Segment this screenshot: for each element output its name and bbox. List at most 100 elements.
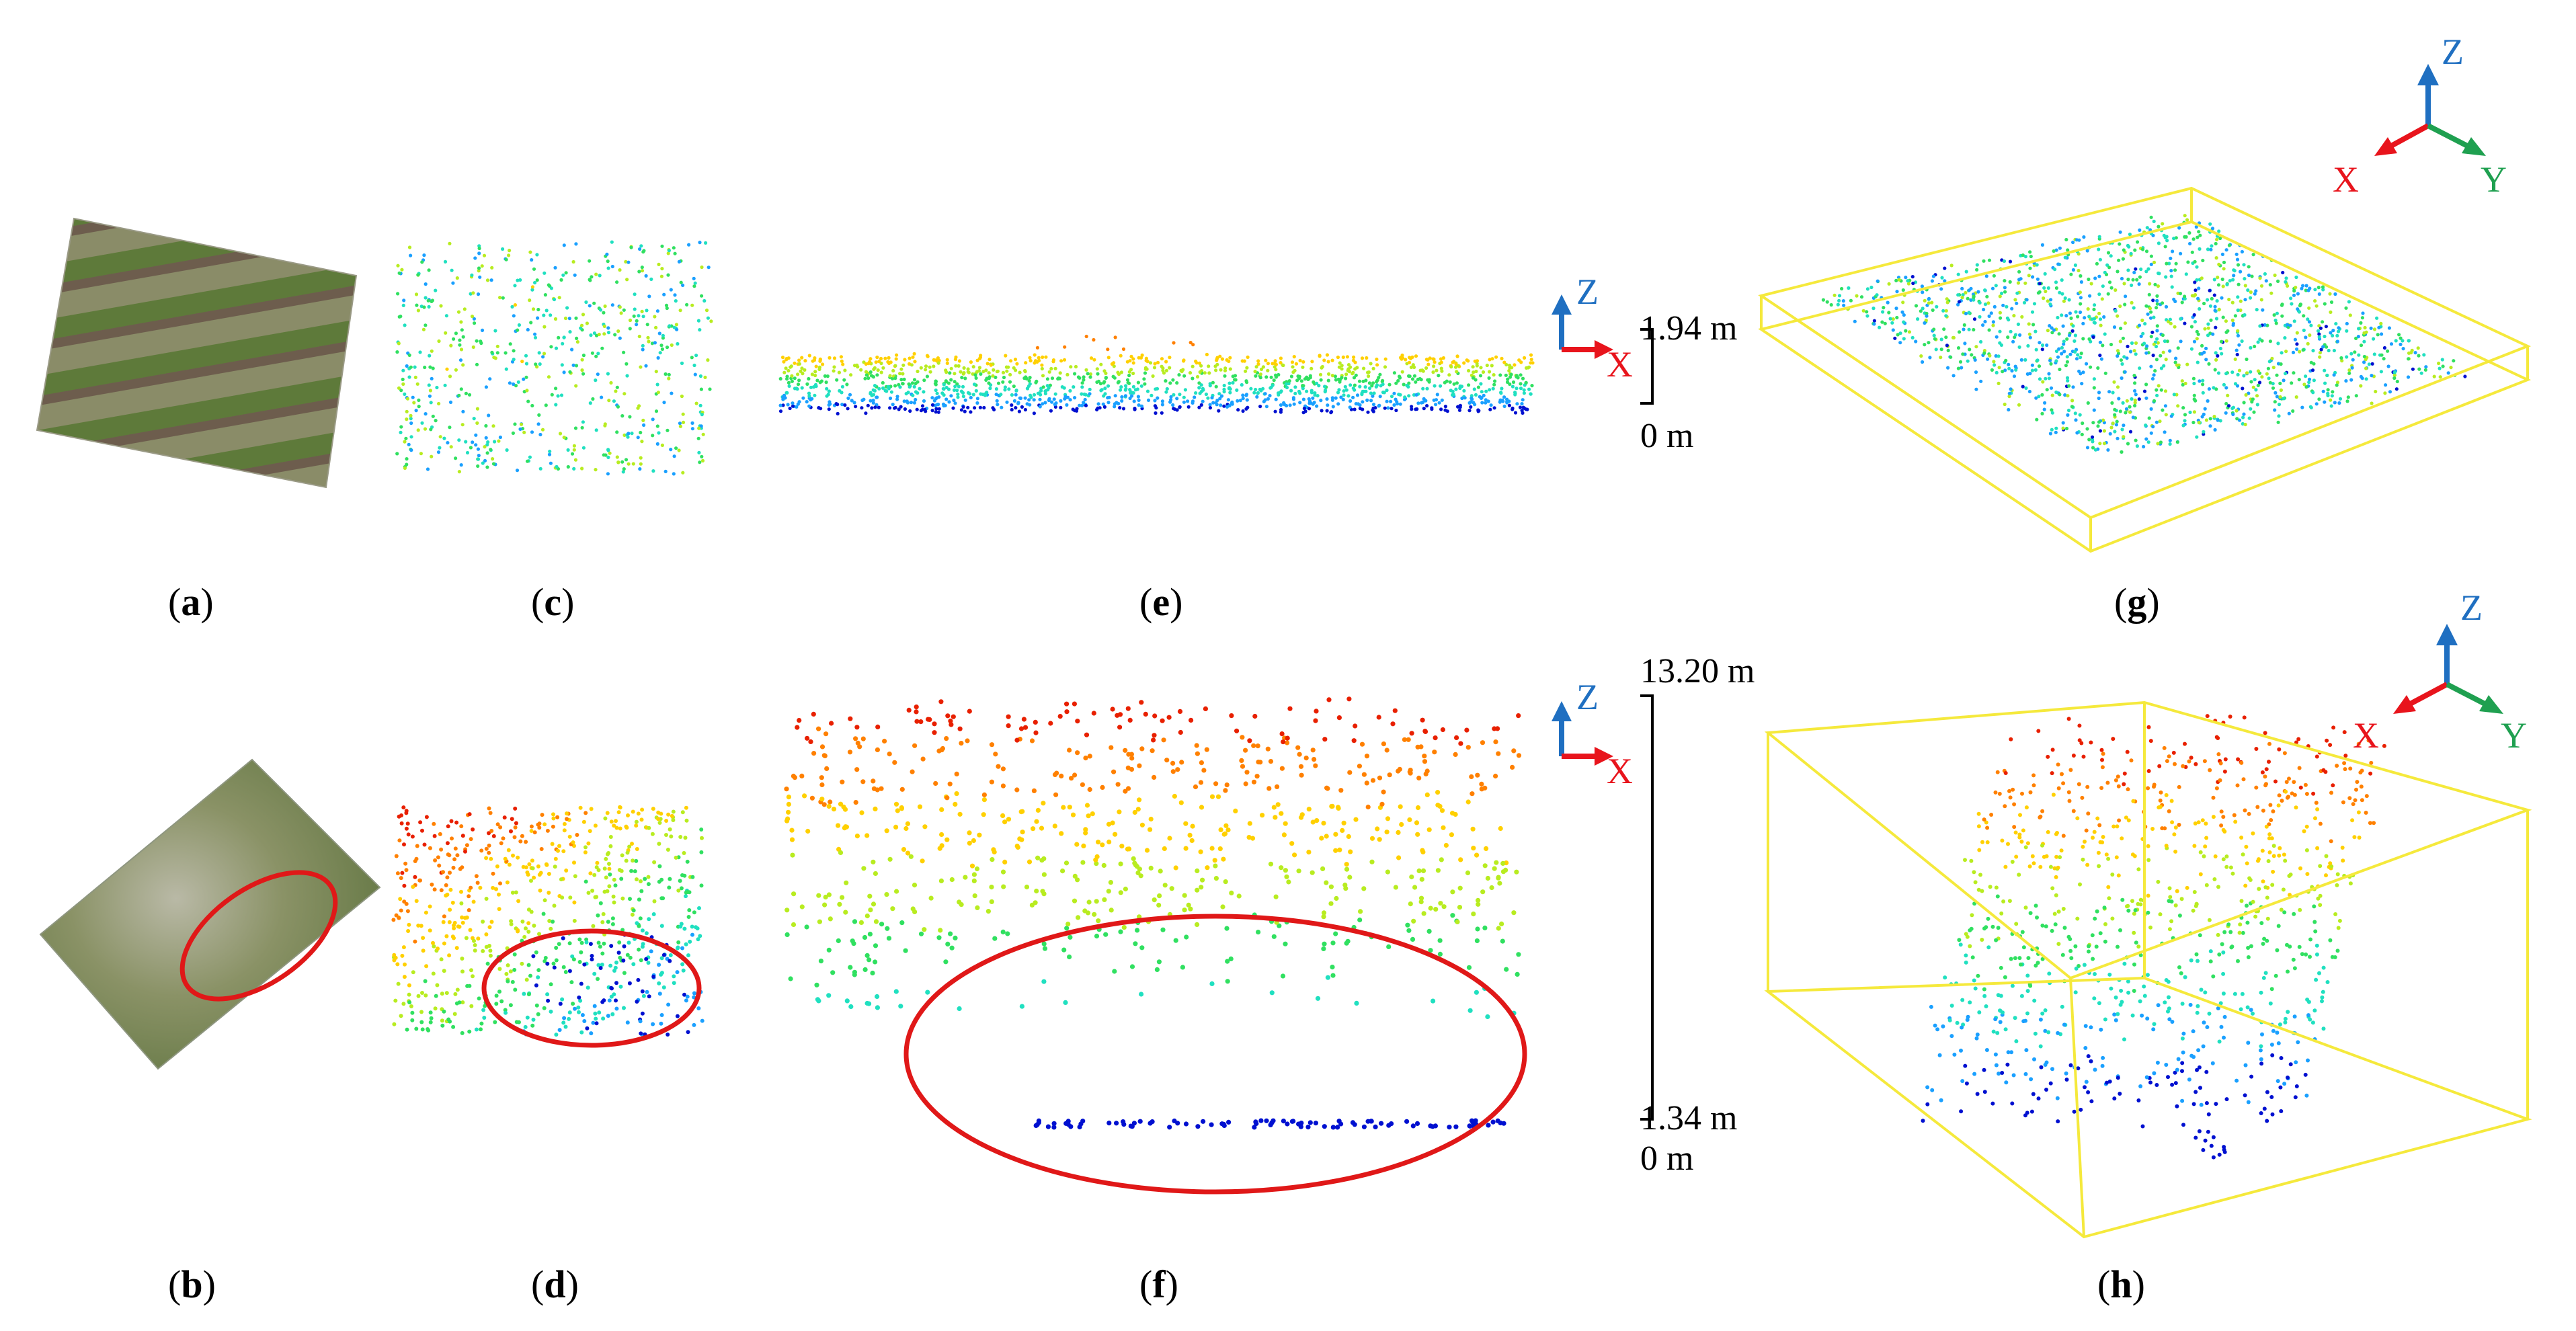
point-cloud-point — [864, 373, 869, 377]
point-cloud-point — [1334, 895, 1339, 901]
point-cloud-point — [661, 333, 666, 337]
point-cloud-point — [1911, 281, 1915, 286]
point-cloud-point — [1125, 846, 1130, 852]
point-cloud-point — [1195, 374, 1200, 379]
point-cloud-point — [608, 872, 612, 877]
point-cloud-point — [1516, 713, 1521, 719]
point-cloud-point — [559, 278, 563, 282]
point-cloud-point — [2095, 261, 2099, 266]
point-cloud-point — [1144, 356, 1148, 360]
point-cloud-point — [552, 965, 557, 970]
point-cloud-point — [2224, 401, 2228, 406]
point-cloud-point — [2176, 404, 2180, 408]
point-cloud-point — [2085, 362, 2089, 366]
point-cloud-point — [664, 833, 668, 837]
point-cloud-point — [875, 747, 880, 752]
point-cloud-point — [1191, 376, 1195, 380]
point-cloud-point — [1123, 789, 1128, 794]
point-cloud-point — [412, 401, 416, 405]
point-cloud-point — [1428, 1123, 1433, 1129]
point-cloud-point — [988, 375, 992, 379]
point-cloud-point — [1315, 404, 1319, 408]
point-cloud-point — [1005, 369, 1009, 373]
point-cloud-point — [483, 458, 487, 463]
point-cloud-point — [2370, 401, 2374, 405]
point-cloud-point — [916, 380, 920, 384]
point-cloud-point — [485, 278, 490, 282]
point-cloud-point — [526, 327, 530, 332]
point-cloud-point — [1281, 363, 1285, 367]
point-cloud-point — [2407, 351, 2411, 355]
point-cloud-point — [445, 875, 450, 880]
point-cloud-point — [1006, 714, 1011, 719]
point-cloud-point — [1298, 815, 1304, 820]
point-cloud-point — [522, 934, 527, 939]
point-cloud-point — [1252, 391, 1256, 395]
point-cloud-point — [1385, 399, 1389, 403]
point-cloud-point — [1336, 391, 1340, 395]
point-cloud-point — [836, 403, 840, 407]
point-cloud-point — [618, 305, 622, 309]
point-cloud-point — [2058, 246, 2062, 250]
point-cloud-point — [778, 403, 782, 407]
point-cloud-point — [1070, 812, 1076, 817]
point-cloud-point — [2203, 407, 2207, 411]
point-cloud-point — [541, 912, 546, 916]
point-cloud-point — [1427, 380, 1431, 384]
point-cloud-point — [1035, 807, 1041, 813]
point-cloud-point — [2064, 237, 2068, 242]
point-cloud-point — [2294, 275, 2298, 280]
point-cloud-point — [1010, 407, 1014, 412]
point-cloud-point — [612, 900, 616, 905]
point-cloud-point — [2291, 409, 2295, 413]
point-cloud-point — [2117, 258, 2121, 262]
point-cloud-point — [1416, 401, 1420, 405]
point-cloud-point — [2247, 391, 2251, 395]
point-cloud-point — [1148, 816, 1154, 822]
point-cloud-point — [475, 881, 480, 885]
point-cloud-point — [2302, 314, 2306, 318]
point-cloud-point — [2081, 370, 2085, 374]
point-cloud-point — [903, 407, 907, 411]
point-cloud-point — [1067, 954, 1072, 960]
point-cloud-point — [1168, 381, 1172, 385]
point-cloud-point — [612, 399, 616, 403]
point-cloud-point — [1349, 365, 1353, 369]
point-cloud-point — [2050, 331, 2054, 335]
point-cloud-point — [1406, 737, 1411, 742]
point-cloud-point — [661, 953, 666, 957]
point-cloud-point — [892, 760, 897, 765]
point-cloud-point — [2092, 386, 2096, 390]
point-cloud-point — [1084, 334, 1088, 339]
point-cloud-point — [882, 738, 887, 744]
point-cloud-point — [2120, 362, 2124, 366]
point-cloud-point — [2086, 307, 2090, 311]
point-cloud-point — [2179, 251, 2183, 255]
point-cloud-point — [1193, 395, 1197, 399]
point-cloud-point — [2397, 333, 2401, 337]
point-cloud-point — [1383, 357, 1387, 361]
point-cloud-point — [549, 286, 554, 290]
point-cloud-point — [2098, 340, 2102, 344]
point-cloud-point — [2159, 440, 2163, 444]
point-cloud-point — [912, 401, 916, 405]
point-cloud-point — [1137, 356, 1141, 360]
point-cloud-point — [1505, 397, 1509, 401]
point-cloud-point — [2157, 384, 2161, 388]
point-cloud-point — [1101, 862, 1106, 868]
point-cloud-point — [537, 413, 541, 417]
point-cloud-point — [570, 348, 574, 352]
point-cloud-point — [868, 360, 872, 364]
point-cloud-point — [2158, 419, 2162, 424]
point-cloud-point — [639, 456, 643, 460]
point-cloud-point — [930, 396, 934, 400]
point-cloud-point — [831, 807, 837, 812]
point-cloud-point — [1366, 410, 1370, 414]
point-cloud-point — [639, 365, 643, 369]
point-cloud-point — [670, 813, 674, 818]
point-cloud-point — [1414, 393, 1418, 397]
point-cloud-point — [1471, 912, 1476, 917]
point-cloud-point — [912, 352, 916, 356]
point-cloud-point — [536, 864, 540, 869]
point-cloud-point — [2098, 317, 2103, 321]
